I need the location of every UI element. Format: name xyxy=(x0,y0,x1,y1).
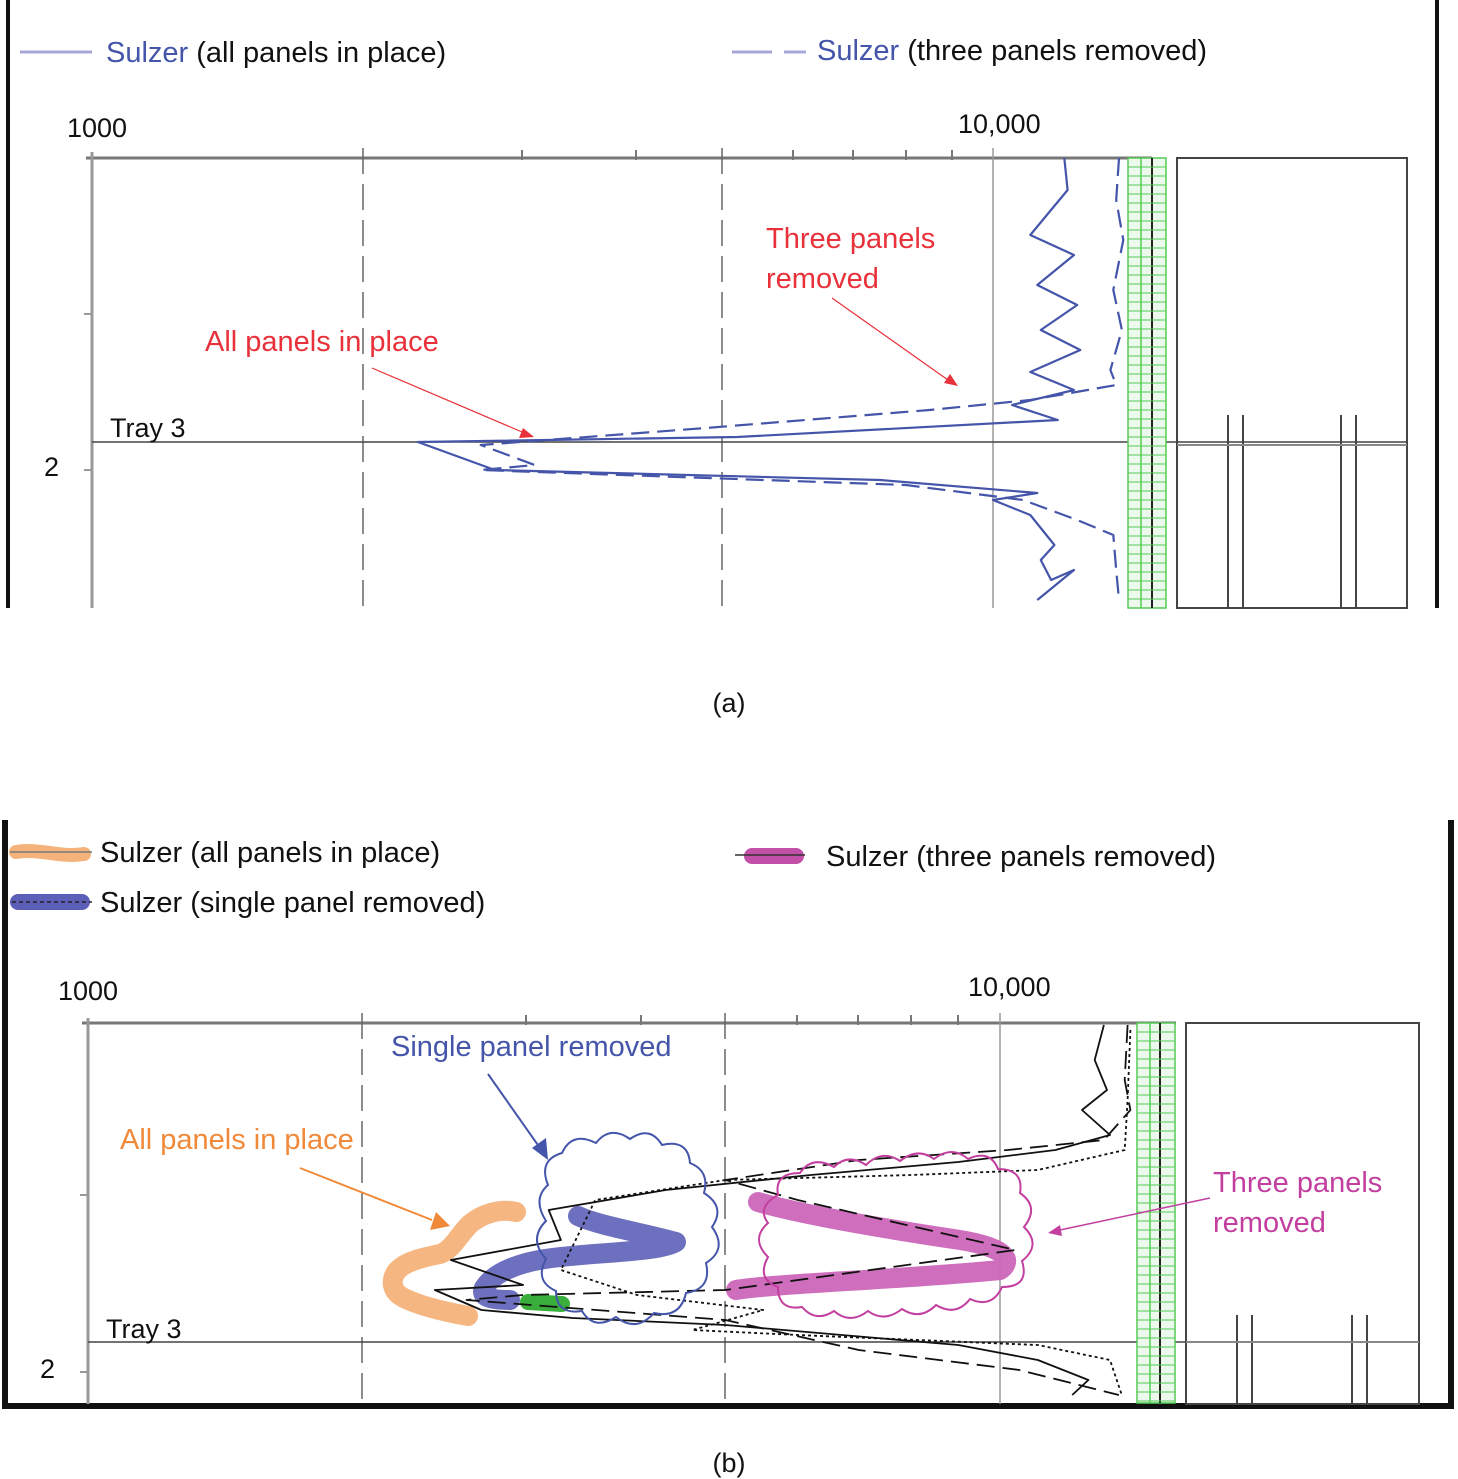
legend-b-item-3: Sulzer (three panels removed) xyxy=(826,841,1216,873)
arrowhead-a-three-panels xyxy=(944,374,958,386)
series-a-2 xyxy=(479,157,1125,601)
x-tick-label-10000-a: 10,000 xyxy=(958,109,1041,139)
annotation-a-three-panels-line2: removed xyxy=(766,263,879,295)
annotation-b-all-panels: All panels in place xyxy=(120,1124,354,1156)
tray-label-b: Tray 3 xyxy=(106,1314,182,1344)
annotation-b-three-panels-line2: removed xyxy=(1213,1207,1326,1239)
tower-b-outline xyxy=(1185,1022,1420,1405)
tower-schematic-a xyxy=(1176,157,1408,609)
arrowhead-b-single-panel xyxy=(532,1138,548,1160)
legend-a-item-1: Sulzer (all panels in place) xyxy=(106,37,446,69)
arrow-a-three-panels xyxy=(831,297,949,381)
arrowhead-b-three-panels xyxy=(1048,1225,1062,1236)
legend-a-item-2: Sulzer (three panels removed) xyxy=(817,35,1207,67)
highlight-orange-all-panels xyxy=(382,1200,526,1326)
green-column-b xyxy=(1136,1022,1176,1404)
series-b-2 xyxy=(465,1024,1132,1396)
x-tick-label-10000-b: 10,000 xyxy=(968,972,1051,1002)
legend-a-item-1-prefix: Sulzer xyxy=(106,37,189,69)
highlight-blue-single-panel xyxy=(473,1206,686,1310)
caption-a: (a) xyxy=(713,688,746,718)
legend-a-item-2-rest: (three panels removed) xyxy=(899,35,1207,67)
cloud-three-panels xyxy=(758,1151,1034,1319)
legend-b-item-1: Sulzer (all panels in place) xyxy=(100,837,440,869)
cloud-single-panel xyxy=(536,1132,720,1325)
green-column-a-hatch xyxy=(1128,166,1166,600)
y-tick-label-2-b: 2 xyxy=(40,1354,55,1384)
arrow-b-single-panel xyxy=(487,1073,541,1149)
arrow-a-all-panels xyxy=(371,367,523,433)
arrowhead-a-all-panels xyxy=(519,428,534,438)
tower-schematic-b xyxy=(1185,1022,1420,1405)
green-column-b-hatch xyxy=(1137,1031,1175,1402)
legend-a-item-2-prefix: Sulzer xyxy=(817,35,900,67)
annotation-a-all-panels: All panels in place xyxy=(205,326,439,358)
x-tick-label-1000-a: 1000 xyxy=(67,113,127,143)
highlight-green-segment xyxy=(520,1294,570,1312)
legend-a-item-1-rest: (all panels in place) xyxy=(188,37,446,69)
annotation-b-single-panel: Single panel removed xyxy=(391,1031,672,1063)
caption-b: (b) xyxy=(713,1448,746,1478)
green-column-a xyxy=(1127,157,1167,609)
tray-label-a: Tray 3 xyxy=(110,413,186,443)
arrowhead-b-all-panels xyxy=(430,1212,450,1230)
series-group-a xyxy=(416,157,1125,601)
y-tick-label-2-a: 2 xyxy=(44,452,59,482)
tower-a-outline xyxy=(1176,157,1408,609)
arrow-b-all-panels xyxy=(299,1167,433,1221)
highlight-magenta-three-panels xyxy=(726,1192,1016,1300)
annotation-b-three-panels-line1: Three panels xyxy=(1213,1167,1382,1199)
x-tick-label-1000-b: 1000 xyxy=(58,976,118,1006)
annotation-a-three-panels-line1: Three panels xyxy=(766,223,935,255)
series-group-b xyxy=(433,1024,1132,1396)
legend-b-item-2: Sulzer (single panel removed) xyxy=(100,887,485,919)
panel-b: Sulzer (all panels in place) Sulzer (sin… xyxy=(2,820,1454,1478)
panel-a: Sulzer (all panels in place) Sulzer (thr… xyxy=(6,0,1439,718)
arrow-b-three-panels xyxy=(1059,1197,1211,1231)
series-a-1 xyxy=(416,157,1082,601)
